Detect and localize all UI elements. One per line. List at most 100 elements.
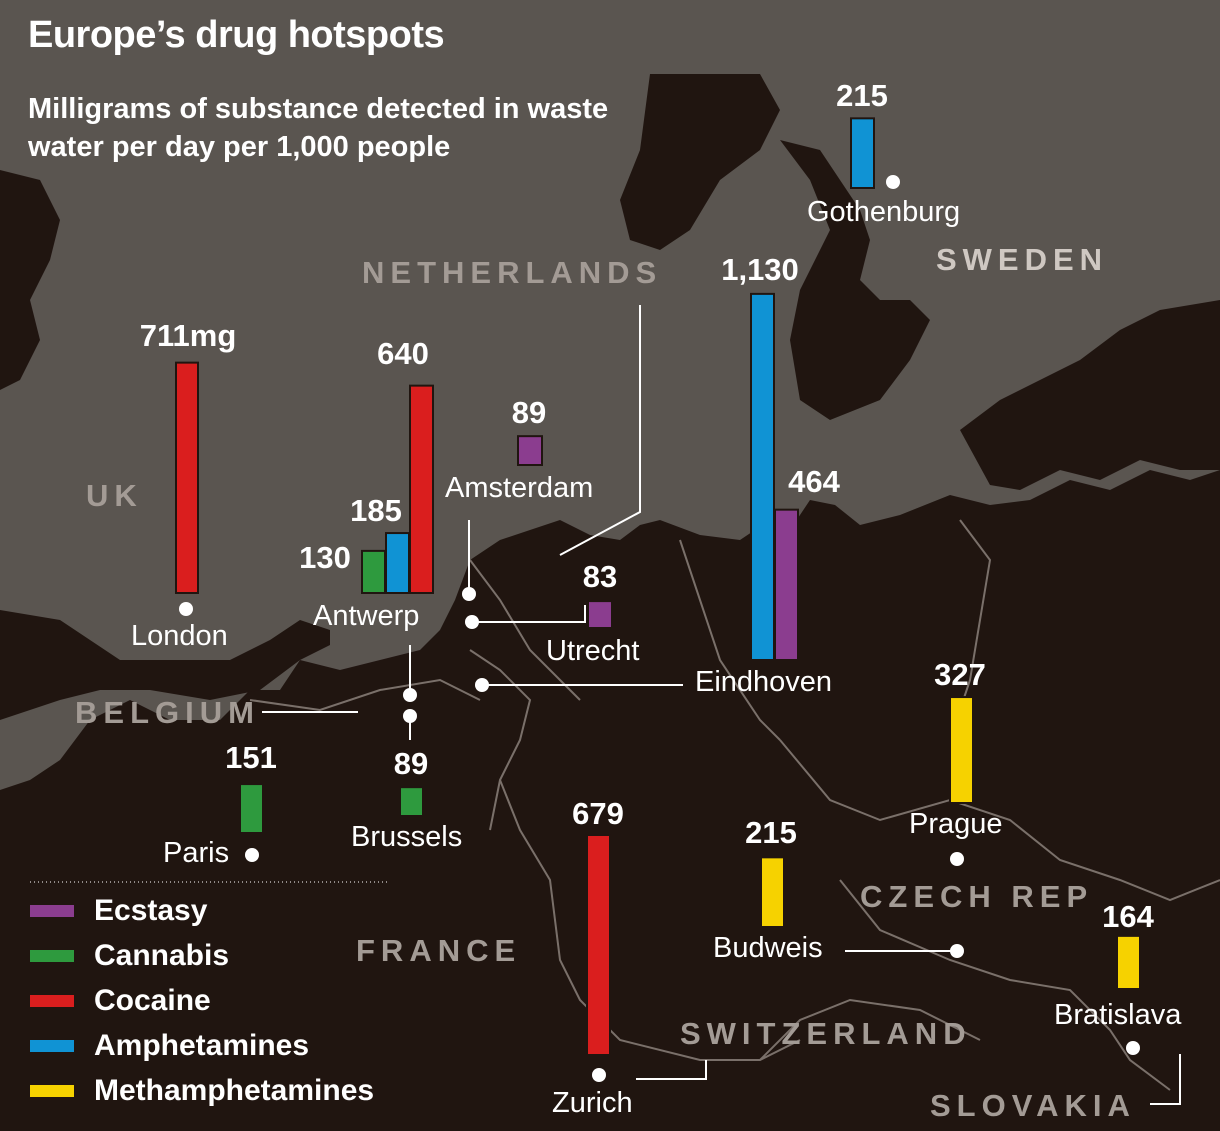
irish-sea	[0, 170, 60, 390]
value-label-antwerp-cocaine: 640	[377, 336, 429, 371]
country-label-slovakia: SLOVAKIA	[930, 1088, 1136, 1123]
city-dot-utrecht	[465, 615, 479, 629]
value-label-amsterdam-ecstasy: 89	[511, 395, 547, 430]
country-label-france: FRANCE	[356, 933, 522, 968]
value-label-antwerp-cannabis: 130	[299, 540, 351, 575]
country-label-sweden: SWEDEN	[936, 242, 1109, 277]
city-label-amsterdam: Amsterdam	[445, 472, 594, 504]
city-label-budweis: Budweis	[713, 932, 823, 964]
country-label-netherlands: NETHERLANDS	[362, 255, 663, 290]
value-label-eindhoven-ecstasy: 464	[788, 464, 840, 499]
leader-switzerland	[636, 1060, 707, 1080]
city-dot-amsterdam	[462, 587, 476, 601]
city-dot-london	[179, 602, 193, 616]
country-border-2	[249, 678, 481, 712]
legend-swatch-amphetamines	[30, 1040, 74, 1052]
bar-amsterdam-ecstasy	[517, 435, 543, 467]
country-label-czech-rep: CZECH REP	[860, 879, 1094, 914]
bar-brussels-cannabis	[399, 786, 424, 818]
city-dot-paris	[245, 848, 259, 862]
value-label-prague-methamphetamines: 327	[934, 657, 986, 692]
bar-antwerp-cocaine	[409, 384, 434, 595]
legend-label-cocaine: Cocaine	[94, 984, 211, 1017]
city-dots	[179, 175, 1140, 1082]
bar-eindhoven-amphetamines	[750, 292, 775, 661]
value-label-paris-cannabis: 151	[225, 740, 277, 775]
legend-item-cocaine: Cocaine	[30, 981, 211, 1021]
bar-zurich-cocaine	[586, 834, 611, 1057]
bar-eindhoven-ecstasy	[774, 508, 799, 661]
bar-bratislava-methamphetamines	[1116, 934, 1141, 991]
value-label-london-cocaine: 711mg	[139, 318, 237, 353]
country-label-belgium: BELGIUM	[75, 695, 260, 730]
city-label-london: London	[131, 620, 228, 652]
legend-swatch-cannabis	[30, 950, 74, 962]
city-dot-zurich	[592, 1068, 606, 1082]
border-layer	[249, 519, 1220, 1091]
city-label-bratislava: Bratislava	[1054, 999, 1182, 1031]
country-border-5	[839, 879, 1171, 1091]
city-dot-eindhoven	[475, 678, 489, 692]
country-label-switzerland: SWITZERLAND	[680, 1016, 972, 1051]
page-title: Europe’s drug hotspots	[28, 14, 445, 56]
value-label-zurich-cocaine: 679	[572, 796, 624, 831]
land-mass-north	[0, 74, 1220, 790]
legend-item-cannabis: Cannabis	[30, 936, 229, 976]
city-dot-budweis	[950, 944, 964, 958]
legend-item-methamphetamines: Methamphetamines	[30, 1071, 374, 1111]
value-label-budweis-methamphetamines: 215	[745, 815, 797, 850]
legend-label-methamphetamines: Methamphetamines	[94, 1074, 375, 1107]
country-border-8	[679, 539, 781, 741]
city-dot-gothenburg	[886, 175, 900, 189]
bar-prague-methamphetamines	[949, 696, 974, 804]
header-band	[0, 0, 1220, 74]
bar-gothenburg-amphetamines	[850, 117, 875, 189]
city-dot-antwerp	[403, 688, 417, 702]
legend-swatch-ecstasy	[30, 905, 74, 917]
leader-netherlands	[559, 305, 641, 556]
kattegat	[780, 140, 930, 420]
land-layer	[0, 0, 1220, 790]
country-border-1	[469, 649, 532, 831]
bar-antwerp-amphetamines	[385, 532, 410, 594]
legend-label-amphetamines: Amphetamines	[94, 1029, 310, 1062]
bar-utrecht-ecstasy	[587, 600, 613, 629]
city-dot-brussels	[403, 709, 417, 723]
legend-item-amphetamines: Amphetamines	[30, 1026, 309, 1066]
country-label-uk: UK	[86, 478, 143, 513]
leader-utrecht	[472, 605, 586, 623]
value-label-bratislava-methamphetamines: 164	[1102, 899, 1154, 934]
bar-london-cocaine	[175, 361, 199, 594]
city-label-brussels: Brussels	[351, 821, 463, 853]
city-dot-prague	[950, 852, 964, 866]
country-border-6	[759, 998, 981, 1061]
channel	[0, 610, 330, 720]
legend-label-cannabis: Cannabis	[94, 939, 230, 972]
value-label-gothenburg-amphetamines: 215	[836, 78, 888, 113]
city-label-prague: Prague	[909, 808, 1003, 840]
skagerrak	[620, 74, 780, 250]
country-border-0	[469, 559, 581, 701]
legend-swatch-methamphetamines	[30, 1085, 74, 1097]
legend-label-ecstasy: Ecstasy	[94, 894, 208, 927]
value-label-utrecht-ecstasy: 83	[582, 559, 618, 594]
city-dot-bratislava	[1126, 1041, 1140, 1055]
city-label-gothenburg: Gothenburg	[807, 196, 961, 228]
city-label-eindhoven: Eindhoven	[695, 666, 833, 698]
leader-slovakia	[1150, 1054, 1181, 1105]
country-border-4	[779, 739, 1220, 902]
bar-paris-cannabis	[239, 783, 264, 834]
value-label-antwerp-amphetamines: 185	[350, 493, 402, 528]
bar-antwerp-cannabis	[361, 549, 386, 595]
legend-item-ecstasy: Ecstasy	[30, 891, 207, 931]
city-label-utrecht: Utrecht	[546, 635, 640, 667]
city-label-antwerp: Antwerp	[313, 600, 420, 632]
bar-budweis-methamphetamines	[760, 856, 785, 929]
city-label-zurich: Zurich	[552, 1087, 633, 1119]
city-label-paris: Paris	[163, 837, 230, 869]
bar-layer	[175, 117, 1141, 1057]
country-border-3	[499, 779, 801, 1061]
page-subtitle: Milligrams of substance detected in wast…	[28, 93, 609, 163]
